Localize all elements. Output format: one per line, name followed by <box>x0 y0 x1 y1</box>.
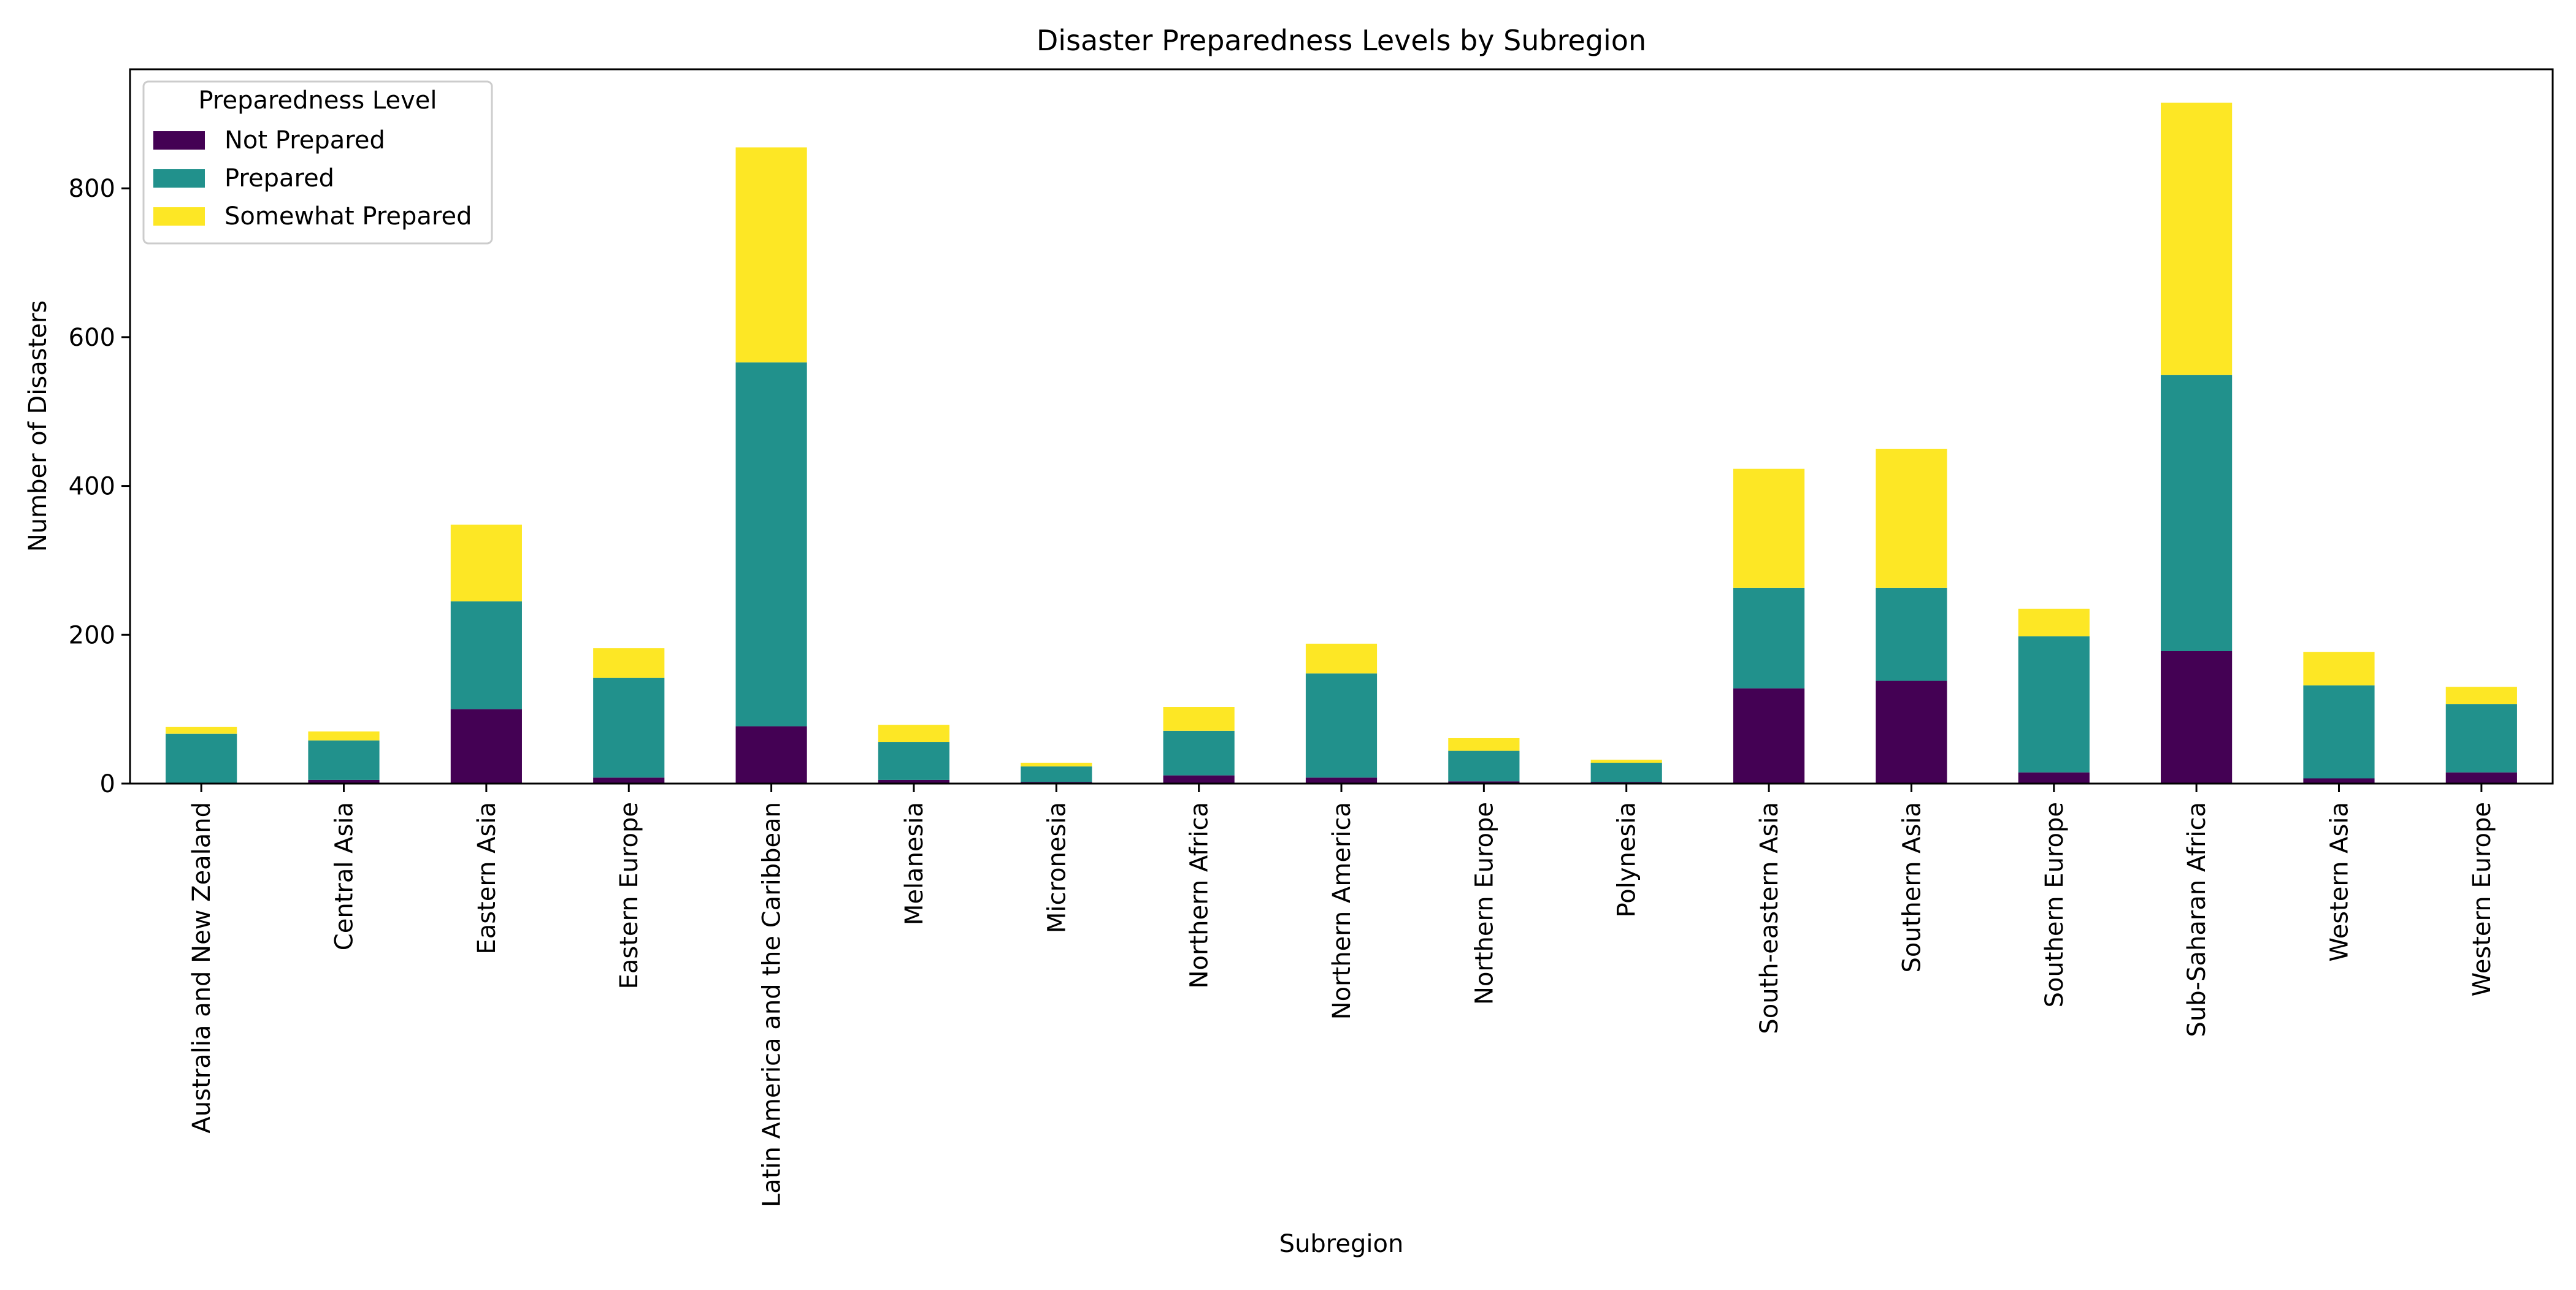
bar-western-europe-not-prepared <box>2445 772 2517 784</box>
bar-australia-and-new-zealand-somewhat-prepared <box>166 727 237 734</box>
bar-northern-europe-not-prepared <box>1448 781 1520 784</box>
bar-latin-america-and-the-caribbean-prepared <box>735 362 807 727</box>
legend-label-somewhat-prepared: Somewhat Prepared <box>224 202 472 231</box>
bar-eastern-europe-prepared <box>593 677 665 778</box>
x-tick-label-northern-africa: Northern Africa <box>1186 802 1214 988</box>
x-tick-label-australia-and-new-zealand: Australia and New Zealand <box>188 802 216 1133</box>
bar-melanesia-prepared <box>878 742 950 780</box>
bar-southern-europe-somewhat-prepared <box>2018 608 2090 636</box>
x-axis: Australia and New Zealand Central Asia Eas… <box>188 784 2496 1207</box>
bar-australia-and-new-zealand-prepared <box>166 733 237 783</box>
bar-northern-europe-somewhat-prepared <box>1448 738 1520 751</box>
bar-sub-saharan-africa-somewhat-prepared <box>2161 102 2233 375</box>
bar-central-asia-prepared <box>308 740 380 780</box>
y-tick-label: 0 <box>100 770 115 798</box>
legend-label-prepared: Prepared <box>224 164 334 193</box>
bar-western-europe-prepared <box>2445 704 2517 773</box>
bar-southern-asia-not-prepared <box>1876 681 1947 784</box>
x-tick-label-latin-america-and-the-caribbean: Latin America and the Caribbean <box>758 802 786 1207</box>
bar-southern-europe-not-prepared <box>2018 772 2090 784</box>
bar-northern-africa-prepared <box>1163 730 1235 776</box>
bar-latin-america-and-the-caribbean-somewhat-prepared <box>735 147 807 363</box>
bar-northern-africa-somewhat-prepared <box>1163 707 1235 731</box>
bar-polynesia-prepared <box>1590 763 1662 782</box>
bar-eastern-europe-somewhat-prepared <box>593 648 665 678</box>
y-tick-label: 200 <box>69 621 115 649</box>
y-tick-label: 400 <box>69 473 115 501</box>
bar-eastern-asia-somewhat-prepared <box>450 524 522 601</box>
bar-sub-saharan-africa-not-prepared <box>2161 651 2233 784</box>
bar-southern-asia-somewhat-prepared <box>1876 448 1947 588</box>
legend-swatch-not-prepared <box>153 131 205 150</box>
x-tick-label-south-eastern-asia: South-eastern Asia <box>1755 802 1784 1034</box>
chart-title: Disaster Preparedness Levels by Subregio… <box>1037 24 1646 57</box>
x-tick-label-polynesia: Polynesia <box>1613 802 1641 917</box>
x-tick-label-melanesia: Melanesia <box>900 802 929 925</box>
bar-eastern-asia-prepared <box>450 601 522 709</box>
y-axis-label: Number of Disasters <box>24 300 52 552</box>
bar-western-asia-not-prepared <box>2303 778 2375 784</box>
bar-eastern-europe-not-prepared <box>593 777 665 784</box>
x-tick-label-northern-america: Northern America <box>1328 802 1356 1020</box>
x-tick-label-sub-saharan-africa: Sub-Saharan Africa <box>2183 802 2211 1037</box>
bars-layer <box>166 102 2517 784</box>
x-axis-label: Subregion <box>1279 1230 1404 1258</box>
legend-title: Preparedness Level <box>198 86 437 115</box>
bar-micronesia-somewhat-prepared <box>1021 763 1092 767</box>
bar-northern-america-prepared <box>1305 673 1378 778</box>
x-tick-label-southern-europe: Southern Europe <box>2041 802 2069 1007</box>
bar-southern-asia-prepared <box>1876 587 1947 681</box>
y-tick-label: 800 <box>69 175 115 203</box>
bar-south-eastern-asia-somewhat-prepared <box>1733 468 1805 588</box>
bar-central-asia-not-prepared <box>308 779 380 784</box>
bar-latin-america-and-the-caribbean-not-prepared <box>735 726 807 784</box>
bar-eastern-asia-not-prepared <box>450 709 522 784</box>
bar-western-europe-somewhat-prepared <box>2445 687 2517 704</box>
bar-northern-america-not-prepared <box>1305 777 1378 784</box>
legend: Preparedness Level Not Prepared Prepared S… <box>142 80 493 245</box>
x-tick-label-eastern-asia: Eastern Asia <box>473 802 501 955</box>
bar-south-eastern-asia-prepared <box>1733 587 1805 689</box>
x-tick-label-western-asia: Western Asia <box>2325 802 2353 962</box>
bar-northern-america-somewhat-prepared <box>1305 643 1378 674</box>
bar-melanesia-somewhat-prepared <box>878 725 950 742</box>
x-tick-label-southern-asia: Southern Asia <box>1898 802 1926 973</box>
legend-entries: Not Prepared Prepared Somewhat Prepared <box>153 126 472 231</box>
bar-southern-europe-prepared <box>2018 636 2090 773</box>
bar-south-eastern-asia-not-prepared <box>1733 688 1805 784</box>
legend-swatch-somewhat-prepared <box>153 207 205 226</box>
legend-frame <box>142 80 493 245</box>
bar-polynesia-somewhat-prepared <box>1590 760 1662 763</box>
bar-northern-europe-prepared <box>1448 750 1520 782</box>
bar-western-asia-prepared <box>2303 685 2375 779</box>
x-tick-label-northern-europe: Northern Europe <box>1470 802 1498 1005</box>
legend-label-not-prepared: Not Prepared <box>224 126 385 155</box>
x-tick-label-western-europe: Western Europe <box>2468 802 2496 996</box>
legend-swatch-prepared <box>153 169 205 188</box>
y-tick-label: 600 <box>69 324 115 352</box>
x-tick-label-micronesia: Micronesia <box>1043 802 1071 933</box>
y-axis: 0 200 400 600 800 <box>69 175 130 798</box>
x-tick-label-central-asia: Central Asia <box>331 802 359 950</box>
bar-western-asia-somewhat-prepared <box>2303 652 2375 685</box>
bar-northern-africa-not-prepared <box>1163 775 1235 784</box>
bar-micronesia-prepared <box>1021 766 1092 782</box>
x-tick-label-eastern-europe: Eastern Europe <box>615 802 643 989</box>
bar-central-asia-somewhat-prepared <box>308 731 380 741</box>
bar-sub-saharan-africa-prepared <box>2161 375 2233 651</box>
bar-melanesia-not-prepared <box>878 779 950 784</box>
